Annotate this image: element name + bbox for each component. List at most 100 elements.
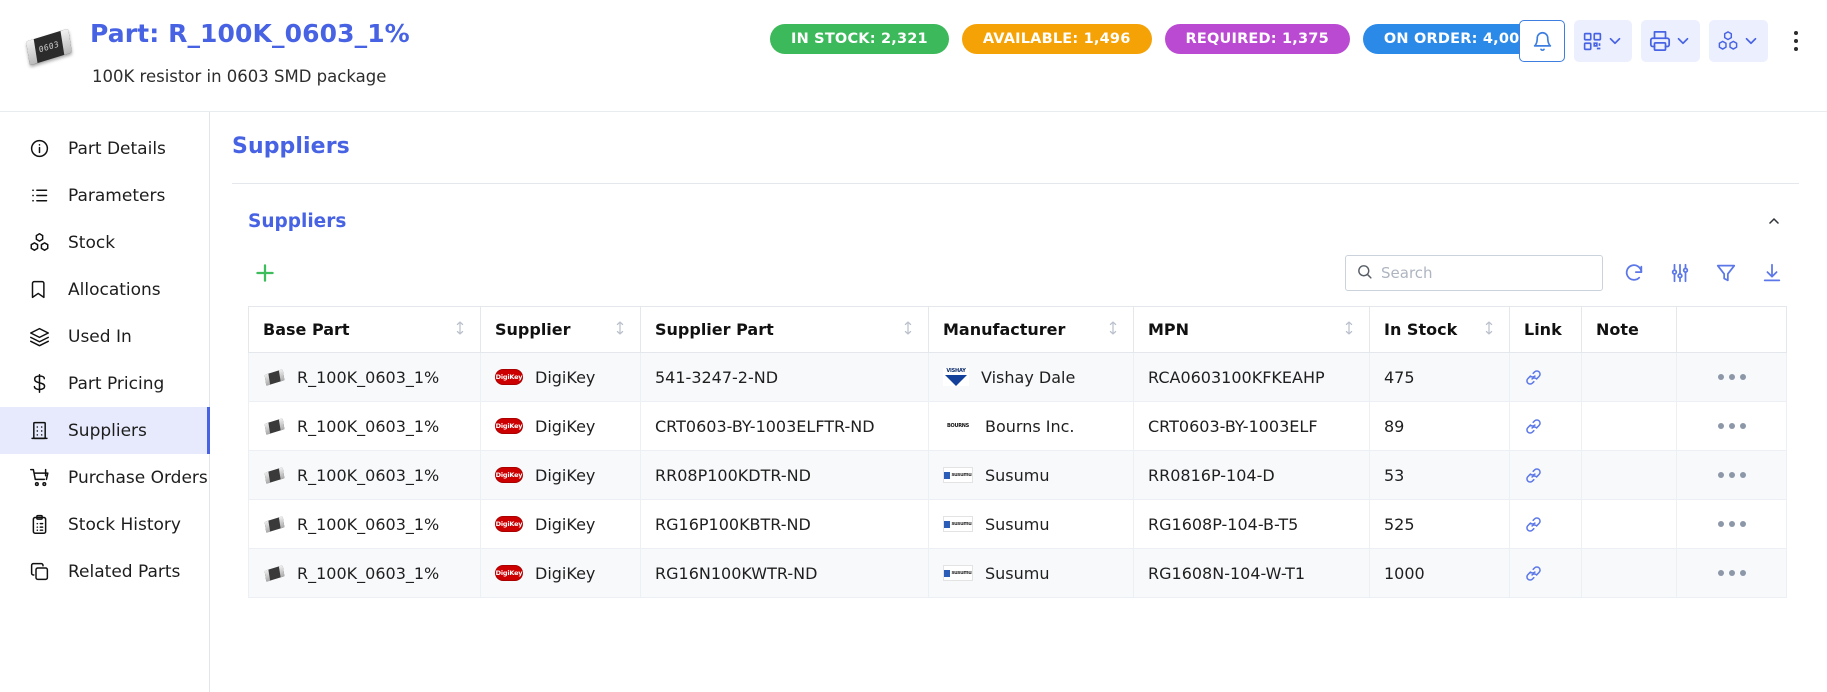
cell-mpn: RR0816P-104-D [1133, 450, 1370, 500]
manufacturer-label: Susumu [985, 514, 1050, 534]
column-label: MPN [1148, 320, 1190, 339]
cell-in-stock: 525 [1369, 499, 1510, 549]
plus-icon[interactable] [248, 256, 282, 290]
filter-button[interactable] [1711, 258, 1741, 288]
sidebar-item-label: Stock [68, 232, 116, 253]
column-header-supplier_part[interactable]: Supplier Part [640, 306, 929, 353]
cell-link[interactable] [1509, 352, 1582, 402]
sidebar-item-part-details[interactable]: Part Details [0, 125, 209, 172]
cell-actions[interactable] [1676, 548, 1787, 598]
kebab-menu-icon[interactable] [1783, 20, 1809, 62]
cell-actions[interactable] [1676, 450, 1787, 500]
manufacturer-label: Vishay Dale [981, 367, 1076, 387]
column-header-mpn[interactable]: MPN [1133, 306, 1370, 353]
sort-icon[interactable] [1483, 320, 1495, 339]
sidebar-item-suppliers[interactable]: Suppliers [0, 407, 210, 454]
cell-link[interactable] [1509, 548, 1582, 598]
stock-actions-button[interactable] [1709, 20, 1768, 62]
cell-supplier: DigiKey DigiKey [480, 499, 641, 549]
shopping-cart-icon [28, 467, 50, 489]
sidebar: Part Details Parameters Stock Allocations Us… [0, 112, 210, 692]
cell-base-part: R_100K_0603_1% [248, 401, 481, 451]
cell-link[interactable] [1509, 450, 1582, 500]
sidebar-item-related-parts[interactable]: Related Parts [0, 548, 209, 595]
sort-icon[interactable] [1343, 320, 1355, 339]
refresh-button[interactable] [1619, 258, 1649, 288]
title-divider [232, 183, 1799, 184]
header-titles: Part: R_100K_0603_1% 100K resistor in 06… [90, 14, 410, 86]
sidebar-item-stock-history[interactable]: Stock History [0, 501, 209, 548]
link-icon[interactable] [1524, 564, 1567, 583]
dollar-icon [28, 373, 50, 395]
susumu-logo: susumu [943, 565, 973, 581]
sidebar-item-used-in[interactable]: Used In [0, 313, 209, 360]
cell-actions[interactable] [1676, 352, 1787, 402]
cell-supplier: DigiKey DigiKey [480, 352, 641, 402]
notification-bell-button[interactable] [1519, 20, 1565, 62]
cell-link[interactable] [1509, 499, 1582, 549]
column-header-manufacturer[interactable]: Manufacturer [928, 306, 1134, 353]
link-icon[interactable] [1524, 368, 1567, 387]
table-row[interactable]: R_100K_0603_1% DigiKey DigiKey CRT0603-BY-1… [248, 401, 1787, 451]
digikey-logo: DigiKey [495, 418, 523, 434]
cell-manufacturer: VISHAY Vishay Dale [928, 352, 1134, 402]
sidebar-item-purchase-orders[interactable]: Purchase Orders [0, 454, 209, 501]
link-icon[interactable] [1524, 417, 1567, 436]
table-row[interactable]: R_100K_0603_1% DigiKey DigiKey RR08P100KDTR… [248, 450, 1787, 500]
sidebar-item-allocations[interactable]: Allocations [0, 266, 209, 313]
bell-icon [1532, 31, 1553, 52]
cell-mpn: CRT0603-BY-1003ELF [1133, 401, 1370, 451]
cell-in-stock: 1000 [1369, 548, 1510, 598]
row-kebab-icon[interactable] [1691, 374, 1772, 380]
cell-manufacturer: susumu Susumu [928, 450, 1134, 500]
table-row[interactable]: R_100K_0603_1% DigiKey DigiKey RG16P100KBTR… [248, 499, 1787, 549]
header-toolbar [1519, 20, 1809, 62]
print-actions-button[interactable] [1641, 20, 1700, 62]
search-box[interactable] [1345, 255, 1603, 291]
column-header-in_stock[interactable]: In Stock [1369, 306, 1510, 353]
row-kebab-icon[interactable] [1691, 423, 1772, 429]
bookmark-icon [28, 279, 50, 301]
cell-note [1581, 548, 1677, 598]
download-button[interactable] [1757, 258, 1787, 288]
cell-actions[interactable] [1676, 401, 1787, 451]
copy-icon [28, 561, 50, 583]
sidebar-item-stock[interactable]: Stock [0, 219, 209, 266]
column-label: Base Part [263, 320, 350, 339]
supplier-label: DigiKey [535, 465, 596, 485]
supplier-label: DigiKey [535, 514, 596, 534]
digikey-logo: DigiKey [495, 467, 523, 483]
cell-in-stock: 53 [1369, 450, 1510, 500]
smd-resistor-icon [263, 415, 285, 437]
sort-icon[interactable] [454, 320, 466, 339]
chevron-down-icon [1742, 32, 1760, 50]
sidebar-item-parameters[interactable]: Parameters [0, 172, 209, 219]
search-input[interactable] [1381, 264, 1592, 282]
barcode-actions-button[interactable] [1574, 20, 1632, 62]
row-kebab-icon[interactable] [1691, 521, 1772, 527]
column-header-supplier[interactable]: Supplier [480, 306, 641, 353]
table-row[interactable]: R_100K_0603_1% DigiKey DigiKey RG16N100KWTR… [248, 548, 1787, 598]
sidebar-item-part-pricing[interactable]: Part Pricing [0, 360, 209, 407]
settings-button[interactable] [1665, 258, 1695, 288]
sort-icon[interactable] [614, 320, 626, 339]
clipboard-icon [28, 514, 50, 536]
sort-icon[interactable] [902, 320, 914, 339]
chevron-up-icon[interactable] [1761, 208, 1787, 234]
column-header-note: Note [1581, 306, 1677, 353]
table-row[interactable]: R_100K_0603_1% DigiKey DigiKey 541-3247-2-N… [248, 352, 1787, 402]
smd-resistor-icon [263, 562, 285, 584]
link-icon[interactable] [1524, 515, 1567, 534]
cell-link[interactable] [1509, 401, 1582, 451]
sidebar-item-label: Used In [68, 326, 132, 347]
sort-icon[interactable] [1107, 320, 1119, 339]
column-header-base_part[interactable]: Base Part [248, 306, 481, 353]
link-icon[interactable] [1524, 466, 1567, 485]
base-part-label: R_100K_0603_1% [297, 514, 440, 534]
row-kebab-icon[interactable] [1691, 570, 1772, 576]
smd-resistor-icon [263, 366, 285, 388]
sidebar-item-label: Stock History [68, 514, 181, 535]
cell-actions[interactable] [1676, 499, 1787, 549]
row-kebab-icon[interactable] [1691, 472, 1772, 478]
